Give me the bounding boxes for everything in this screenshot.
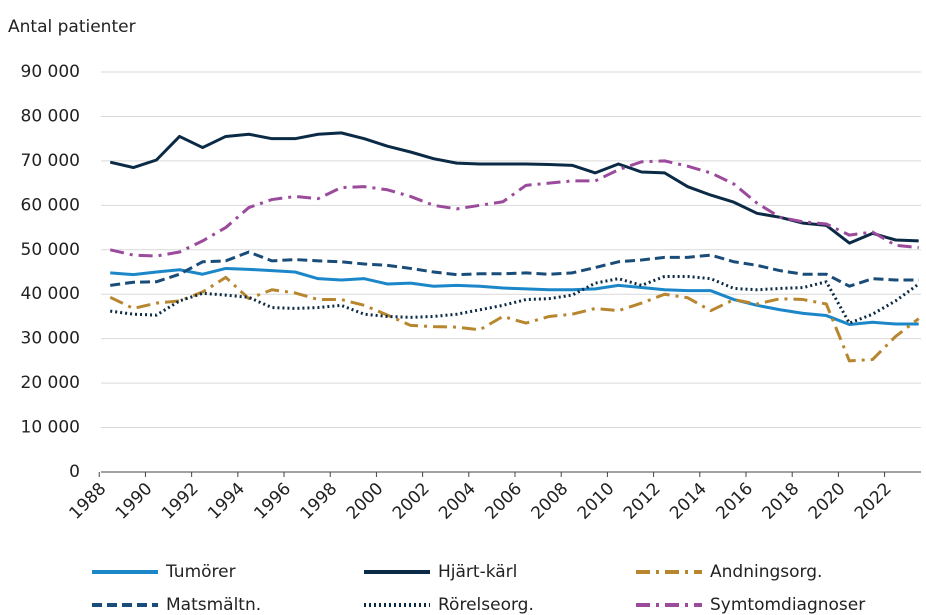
legend-label: Hjärt-kärl bbox=[438, 562, 517, 582]
legend-label: Tumörer bbox=[165, 562, 236, 582]
x-tick-label: 2016 bbox=[712, 479, 757, 524]
y-tick-label: 50 000 bbox=[21, 240, 80, 260]
y-tick-label: 70 000 bbox=[21, 151, 80, 171]
x-tick-label: 1992 bbox=[158, 479, 203, 524]
series-line bbox=[109, 275, 920, 363]
x-tick-label: 1998 bbox=[297, 479, 342, 524]
x-tick-label: 2020 bbox=[805, 479, 850, 524]
series-line bbox=[110, 266, 919, 326]
x-tick-label: 1994 bbox=[204, 479, 249, 524]
y-tick-label: 40 000 bbox=[21, 284, 80, 304]
x-tick-label: 2004 bbox=[435, 479, 480, 524]
x-tick-label: 1988 bbox=[66, 479, 111, 524]
x-tick-label: 1996 bbox=[250, 479, 295, 524]
legend-label: Matsmältn. bbox=[166, 595, 261, 615]
x-tick-label: 2014 bbox=[666, 479, 711, 524]
series-line bbox=[109, 131, 919, 245]
y-tick-label: 0 bbox=[69, 462, 80, 482]
y-axis-label: Antal patienter bbox=[8, 17, 136, 37]
x-tick-label: 2022 bbox=[851, 479, 896, 524]
y-tick-label: 80 000 bbox=[21, 106, 80, 126]
x-tick-label: 2008 bbox=[528, 479, 573, 524]
series-line bbox=[110, 274, 920, 325]
y-tick-label: 90 000 bbox=[21, 62, 80, 82]
x-tick-label: 2006 bbox=[481, 479, 526, 524]
legend-label: Andningsorg. bbox=[710, 562, 822, 582]
series-line bbox=[109, 159, 919, 258]
y-tick-label: 20 000 bbox=[21, 373, 80, 393]
x-tick-label: 2000 bbox=[343, 479, 388, 524]
y-tick-label: 30 000 bbox=[21, 329, 80, 349]
series-line bbox=[110, 250, 919, 288]
x-tick-label: 2010 bbox=[574, 479, 619, 524]
y-tick-label: 10 000 bbox=[21, 418, 80, 438]
x-tick-label: 2012 bbox=[620, 479, 665, 524]
y-tick-label: 60 000 bbox=[21, 195, 80, 215]
legend-label: Rörelseorg. bbox=[438, 595, 534, 615]
x-tick-label: 2018 bbox=[759, 479, 804, 524]
x-tick-label: 1990 bbox=[112, 479, 157, 524]
x-tick-label: 2002 bbox=[389, 479, 434, 524]
legend-label: Symtomdiagnoser bbox=[710, 595, 865, 615]
